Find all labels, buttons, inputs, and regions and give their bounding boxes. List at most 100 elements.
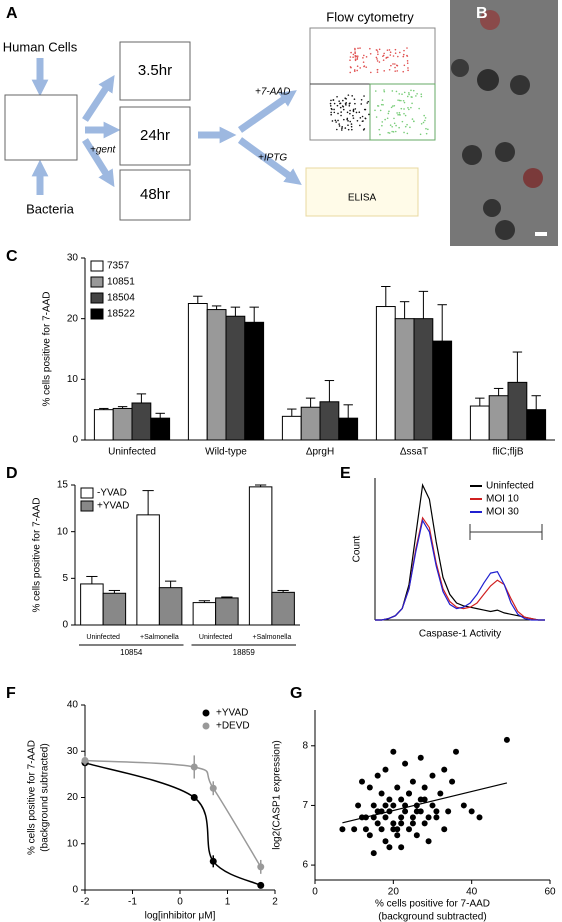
scale-bar [535, 232, 547, 236]
flow-dot [362, 129, 365, 131]
bar [244, 321, 265, 441]
flow-dot [388, 49, 391, 51]
legend-swatch [90, 308, 104, 320]
cell [462, 145, 482, 165]
flow-dot [348, 105, 351, 107]
flow-dot [356, 56, 359, 59]
flow-dot [340, 114, 342, 117]
flow-dot [354, 56, 357, 58]
flow-dot [403, 64, 406, 67]
x-tick-label: -2 [81, 897, 90, 908]
flow-dot [357, 47, 359, 50]
bar [469, 405, 490, 441]
point [355, 802, 362, 809]
bar [375, 306, 396, 441]
flow-dot [333, 108, 335, 111]
point [378, 790, 385, 797]
cell [483, 199, 501, 217]
legend-swatch [80, 487, 94, 499]
flow-dot [350, 125, 353, 128]
step-label: +IPTG [258, 153, 287, 164]
legend-swatch [80, 500, 94, 512]
point [413, 808, 420, 815]
point [398, 814, 405, 821]
x-axis-label: Caspase-1 Activity [419, 629, 501, 640]
flow-dot [356, 58, 359, 60]
flow-dot [344, 97, 347, 99]
flow-dot [404, 125, 407, 128]
cell [523, 168, 543, 188]
legend-label: 18504 [107, 293, 135, 304]
flow-dot [354, 54, 357, 57]
flow-dot [361, 120, 364, 123]
flow-dot [331, 120, 334, 122]
flow-dot [394, 66, 396, 69]
point [503, 736, 510, 743]
bar [150, 417, 171, 441]
x-tick-label: fliC;fljB [492, 447, 523, 458]
cell [480, 10, 500, 30]
legend-label: Uninfected [486, 481, 534, 492]
flow-dot [361, 115, 364, 118]
flow-dot [366, 102, 369, 104]
flow-dot [402, 53, 405, 56]
flow-dot [340, 129, 343, 131]
flow-dot [394, 52, 397, 55]
y-tick-label: 20 [67, 313, 79, 324]
point [425, 838, 432, 845]
group-label: 10854 [120, 648, 143, 657]
x-tick-label: ΔprgH [306, 447, 334, 458]
flow-dot [349, 56, 352, 58]
flow-dot [398, 93, 401, 95]
flow-dot [339, 106, 342, 109]
flow-dot [398, 113, 401, 116]
flow-dot [403, 49, 405, 52]
y-axis-label: % cells positive for 7-AAD [42, 291, 53, 406]
flow-dot [391, 130, 393, 133]
flow-dot [420, 122, 423, 125]
flow-dot [411, 118, 414, 120]
flow-dot [390, 106, 393, 109]
flow-dot [349, 71, 352, 74]
flow-dot [333, 111, 336, 114]
flow-dot [346, 118, 348, 121]
legend-swatch [90, 276, 104, 288]
legend-swatch [202, 722, 210, 730]
flow-dot [396, 70, 399, 72]
flow-dot [359, 67, 362, 69]
bar [248, 486, 273, 626]
y-tick-label: 30 [67, 253, 79, 264]
flow-dot [347, 94, 350, 96]
bar [215, 597, 239, 626]
flow-dot [387, 56, 389, 59]
flow-dot [350, 123, 353, 125]
legend-label: +DEVD [216, 721, 250, 732]
flow-dot [376, 68, 379, 71]
point [394, 784, 401, 791]
flow-dot [359, 124, 361, 127]
flow-dot [406, 62, 409, 65]
point [382, 766, 389, 773]
point [468, 808, 475, 815]
bar [413, 318, 434, 441]
flow-dot [365, 66, 368, 68]
flow-dot [342, 108, 345, 111]
flow-dot [359, 47, 361, 49]
group-label: 18859 [233, 648, 256, 657]
bar [319, 401, 340, 441]
flow-dot [394, 70, 397, 72]
flow-dot [376, 58, 378, 60]
point [441, 826, 448, 833]
flow-dot [358, 111, 361, 114]
y-tick-label: 0 [72, 435, 78, 446]
flow-dot [349, 59, 351, 61]
point [402, 808, 409, 815]
flow-dot [344, 102, 347, 105]
point [209, 857, 217, 865]
flow-dot [363, 54, 365, 57]
flow-dot [398, 111, 401, 114]
flow-dot [410, 89, 412, 92]
point [366, 784, 373, 791]
flow-dot [353, 98, 356, 100]
flow-dot [408, 108, 410, 111]
